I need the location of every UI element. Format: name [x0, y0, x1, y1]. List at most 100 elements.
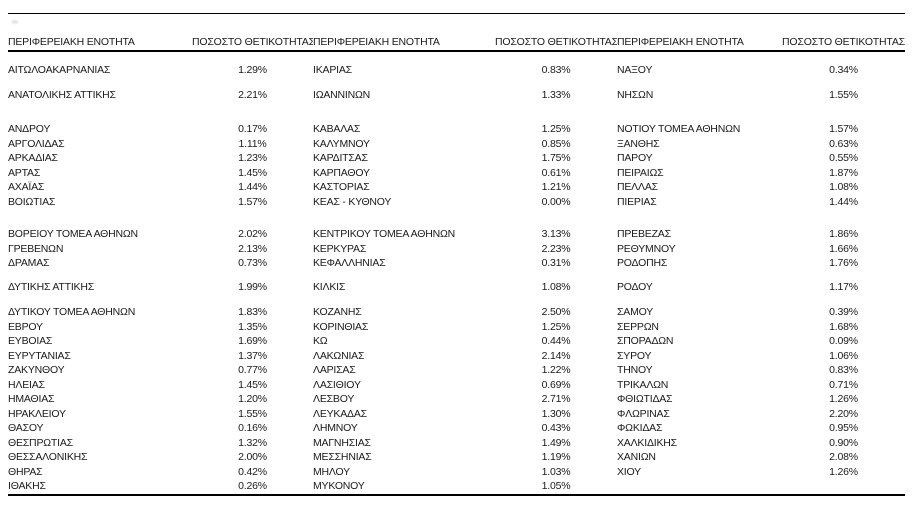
column-header-positivity-1: ΠΟΣΟΣΤΟ ΘΕΤΙΚΟΤΗΤΑΣ — [192, 36, 313, 48]
positivity-value-cell: 0.34% — [829, 64, 858, 76]
positivity-value-cell: 2.08% — [829, 451, 858, 463]
positivity-value-cell: 0.83% — [829, 364, 858, 376]
positivity-value-cell: 2.20% — [829, 407, 858, 420]
region-name-cell: ΕΒΡΟΥ — [8, 320, 43, 333]
positivity-value-cell: 0.16% — [238, 422, 267, 434]
region-name-cell: ΑΧΑΪΑΣ — [8, 181, 45, 193]
region-name-cell: ΑΡΤΑΣ — [8, 166, 41, 179]
region-name-cell: ΘΕΣΠΡΩΤΙΑΣ — [8, 436, 73, 449]
positivity-value-cell: 0.77% — [238, 364, 267, 376]
positivity-value-cell: 0.83% — [541, 64, 571, 76]
positivity-value-cell: 1.57% — [238, 195, 267, 208]
positivity-value-cell: 0.31% — [541, 257, 571, 269]
region-name-cell: ΑΝΑΤΟΛΙΚΗΣ ΑΤΤΙΚΗΣ — [8, 88, 116, 101]
region-name-cell: ΧΑΝΙΩΝ — [617, 451, 656, 463]
positivity-value-cell: 1.25% — [541, 123, 571, 135]
table-row: ΔΡΑΜΑΣ 0.73% ΚΕΦΑΛΛΗΝΙΑΣ 0.31% ΡΟΔΟΠΗΣ 1.76% — [8, 256, 905, 271]
region-name-cell: ΡΕΘΥΜΝΟΥ — [617, 242, 676, 255]
region-name-cell: ΛΑΚΩΝΙΑΣ — [313, 349, 365, 362]
positivity-value-cell: 1.69% — [238, 335, 267, 347]
positivity-value-cell: 1.23% — [238, 152, 267, 164]
positivity-value-cell: 0.55% — [829, 152, 858, 164]
table-top-border — [8, 13, 905, 14]
region-name-cell: ΝΗΣΩΝ — [617, 88, 654, 101]
row-spacer — [8, 271, 905, 280]
table-row: ΘΑΣΟΥ 0.16% ΛΗΜΝΟΥ 0.43% ΦΩΚΙΔΑΣ 0.95% — [8, 421, 905, 436]
row-spacer — [8, 52, 905, 63]
positivity-value-cell: 1.11% — [238, 137, 267, 150]
region-name-cell: ΡΟΔΟΠΗΣ — [617, 257, 668, 269]
positivity-value-cell: 2.23% — [541, 242, 571, 255]
region-name-cell: ΚΕΡΚΥΡΑΣ — [313, 242, 367, 255]
region-name-cell: ΙΚΑΡΙΑΣ — [313, 64, 352, 76]
positivity-value-cell: 1.30% — [541, 407, 571, 420]
column-header-region-2: ΠΕΡΙΦΕΡΕΙΑΚΗ ΕΝΟΤΗΤΑ — [313, 36, 440, 48]
positivity-value-cell: 0.42% — [238, 465, 267, 478]
table-row: ΑΡΚΑΔΙΑΣ 1.23% ΚΑΡΔΙΤΣΑΣ 1.75% ΠΑΡΟΥ 0.55% — [8, 151, 905, 166]
region-name-cell: ΠΑΡΟΥ — [617, 152, 653, 164]
region-name-cell: ΛΑΡΙΣΑΣ — [313, 364, 356, 376]
region-name-cell: ΡΟΔΟΥ — [617, 280, 653, 293]
region-name-cell: ΒΟΙΩΤΙΑΣ — [8, 195, 56, 208]
row-spacer — [8, 102, 905, 122]
region-name-cell: ΓΡΕΒΕΝΩΝ — [8, 242, 64, 255]
positivity-value-cell: 1.03% — [541, 465, 571, 478]
positivity-value-cell: 1.06% — [829, 349, 858, 362]
positivity-value-cell: 1.29% — [238, 64, 267, 76]
region-name-cell: ΚΕΑΣ - ΚΥΘΝΟΥ — [313, 195, 392, 208]
region-name-cell: ΙΩΑΝΝΙΝΩΝ — [313, 88, 371, 101]
positivity-value-cell: 1.55% — [829, 88, 858, 101]
region-name-cell: ΚΑΛΥΜΝΟΥ — [313, 137, 370, 150]
table-row: ΗΛΕΙΑΣ 1.45% ΛΑΣΙΘΙΟΥ 0.69% ΤΡΙΚΑΛΩΝ 0.71% — [8, 378, 905, 393]
region-name-cell: ΙΘΑΚΗΣ — [8, 480, 46, 492]
region-name-cell: ΧΙΟΥ — [617, 465, 641, 478]
positivity-value-cell: 1.26% — [829, 465, 858, 478]
positivity-value-cell: 1.35% — [238, 320, 267, 333]
region-name-cell: ΚΕΦΑΛΛΗΝΙΑΣ — [313, 257, 386, 269]
region-name-cell: ΦΘΙΩΤΙΔΑΣ — [617, 393, 673, 405]
region-name-cell: ΖΑΚΥΝΘΟΥ — [8, 364, 65, 376]
positivity-value-cell: 1.83% — [238, 306, 267, 318]
positivity-value-cell: 1.33% — [541, 88, 571, 101]
column-header-positivity-3: ΠΟΣΟΣΤΟ ΘΕΤΙΚΟΤΗΤΑΣ — [782, 36, 905, 48]
region-name-cell: ΗΛΕΙΑΣ — [8, 378, 45, 391]
positivity-value-cell: 1.49% — [541, 436, 571, 449]
positivity-value-cell: 1.76% — [829, 257, 858, 269]
table-row: ΑΙΤΩΛΟΑΚΑΡΝΑΝΙΑΣ 1.29% ΙΚΑΡΙΑΣ 0.83% ΝΑΞΟΥ 0.… — [8, 63, 905, 78]
region-name-cell: ΣΕΡΡΩΝ — [617, 320, 659, 333]
table-row: ΔΥΤΙΚΗΣ ΑΤΤΙΚΗΣ 1.99% ΚΙΛΚΙΣ 1.08% ΡΟΔΟΥ 1.17… — [8, 280, 905, 295]
row-spacer — [8, 78, 905, 88]
region-name-cell: ΜΑΓΝΗΣΙΑΣ — [313, 436, 371, 449]
positivity-value-cell: 0.26% — [238, 480, 267, 492]
positivity-value-cell: 1.87% — [829, 166, 858, 179]
table-row: ΑΡΤΑΣ 1.45% ΚΑΡΠΑΘΟΥ 0.61% ΠΕΙΡΑΙΩΣ 1.87% — [8, 166, 905, 181]
region-name-cell: ΑΡΓΟΛΙΔΑΣ — [8, 137, 65, 150]
region-name-cell: ΔΡΑΜΑΣ — [8, 257, 50, 269]
positivity-value-cell: 0.09% — [829, 335, 858, 347]
positivity-value-cell: 1.68% — [829, 320, 858, 333]
region-name-cell: ΛΕΥΚΑΔΑΣ — [313, 407, 367, 420]
positivity-value-cell: 1.45% — [238, 166, 267, 179]
region-name-cell: ΧΑΛΚΙΔΙΚΗΣ — [617, 436, 677, 449]
region-name-cell: ΘΕΣΣΑΛΟΝΙΚΗΣ — [8, 451, 88, 463]
table-row: ΑΧΑΪΑΣ 1.44% ΚΑΣΤΟΡΙΑΣ 1.21% ΠΕΛΛΑΣ 1.08% — [8, 180, 905, 195]
positivity-value-cell: 0.63% — [829, 137, 858, 150]
region-name-cell: ΚΙΛΚΙΣ — [313, 280, 346, 293]
region-name-cell: ΠΡΕΒΕΖΑΣ — [617, 228, 671, 240]
positivity-value-cell: 0.17% — [238, 123, 267, 135]
column-header-region-1: ΠΕΡΙΦΕΡΕΙΑΚΗ ΕΝΟΤΗΤΑ — [8, 36, 135, 48]
positivity-value-cell: 2.14% — [541, 349, 571, 362]
positivity-value-cell: 1.22% — [541, 364, 571, 376]
positivity-value-cell: 2.13% — [238, 242, 267, 255]
region-name-cell: ΣΠΟΡΑΔΩΝ — [617, 335, 674, 347]
table-row: ΗΡΑΚΛΕΙΟΥ 1.55% ΛΕΥΚΑΔΑΣ 1.30% ΦΛΩΡΙΝΑΣ 2.20% — [8, 407, 905, 422]
positivity-value-cell: 0.90% — [829, 436, 858, 449]
region-name-cell: ΒΟΡΕΙΟΥ ΤΟΜΕΑ ΑΘΗΝΩΝ — [8, 228, 138, 240]
table-row: ΕΥΒΟΙΑΣ 1.69% ΚΩ 0.44% ΣΠΟΡΑΔΩΝ 0.09% — [8, 334, 905, 349]
table-row: ΑΡΓΟΛΙΔΑΣ 1.11% ΚΑΛΥΜΝΟΥ 0.85% ΞΑΝΘΗΣ 0.63% — [8, 137, 905, 152]
region-name-cell: ΘΑΣΟΥ — [8, 422, 44, 434]
positivity-value-cell: 0.85% — [541, 137, 571, 150]
positivity-value-cell: 1.26% — [829, 393, 858, 405]
table-row: ΓΡΕΒΕΝΩΝ 2.13% ΚΕΡΚΥΡΑΣ 2.23% ΡΕΘΥΜΝΟΥ 1.66% — [8, 242, 905, 257]
region-name-cell: ΘΗΡΑΣ — [8, 465, 43, 478]
